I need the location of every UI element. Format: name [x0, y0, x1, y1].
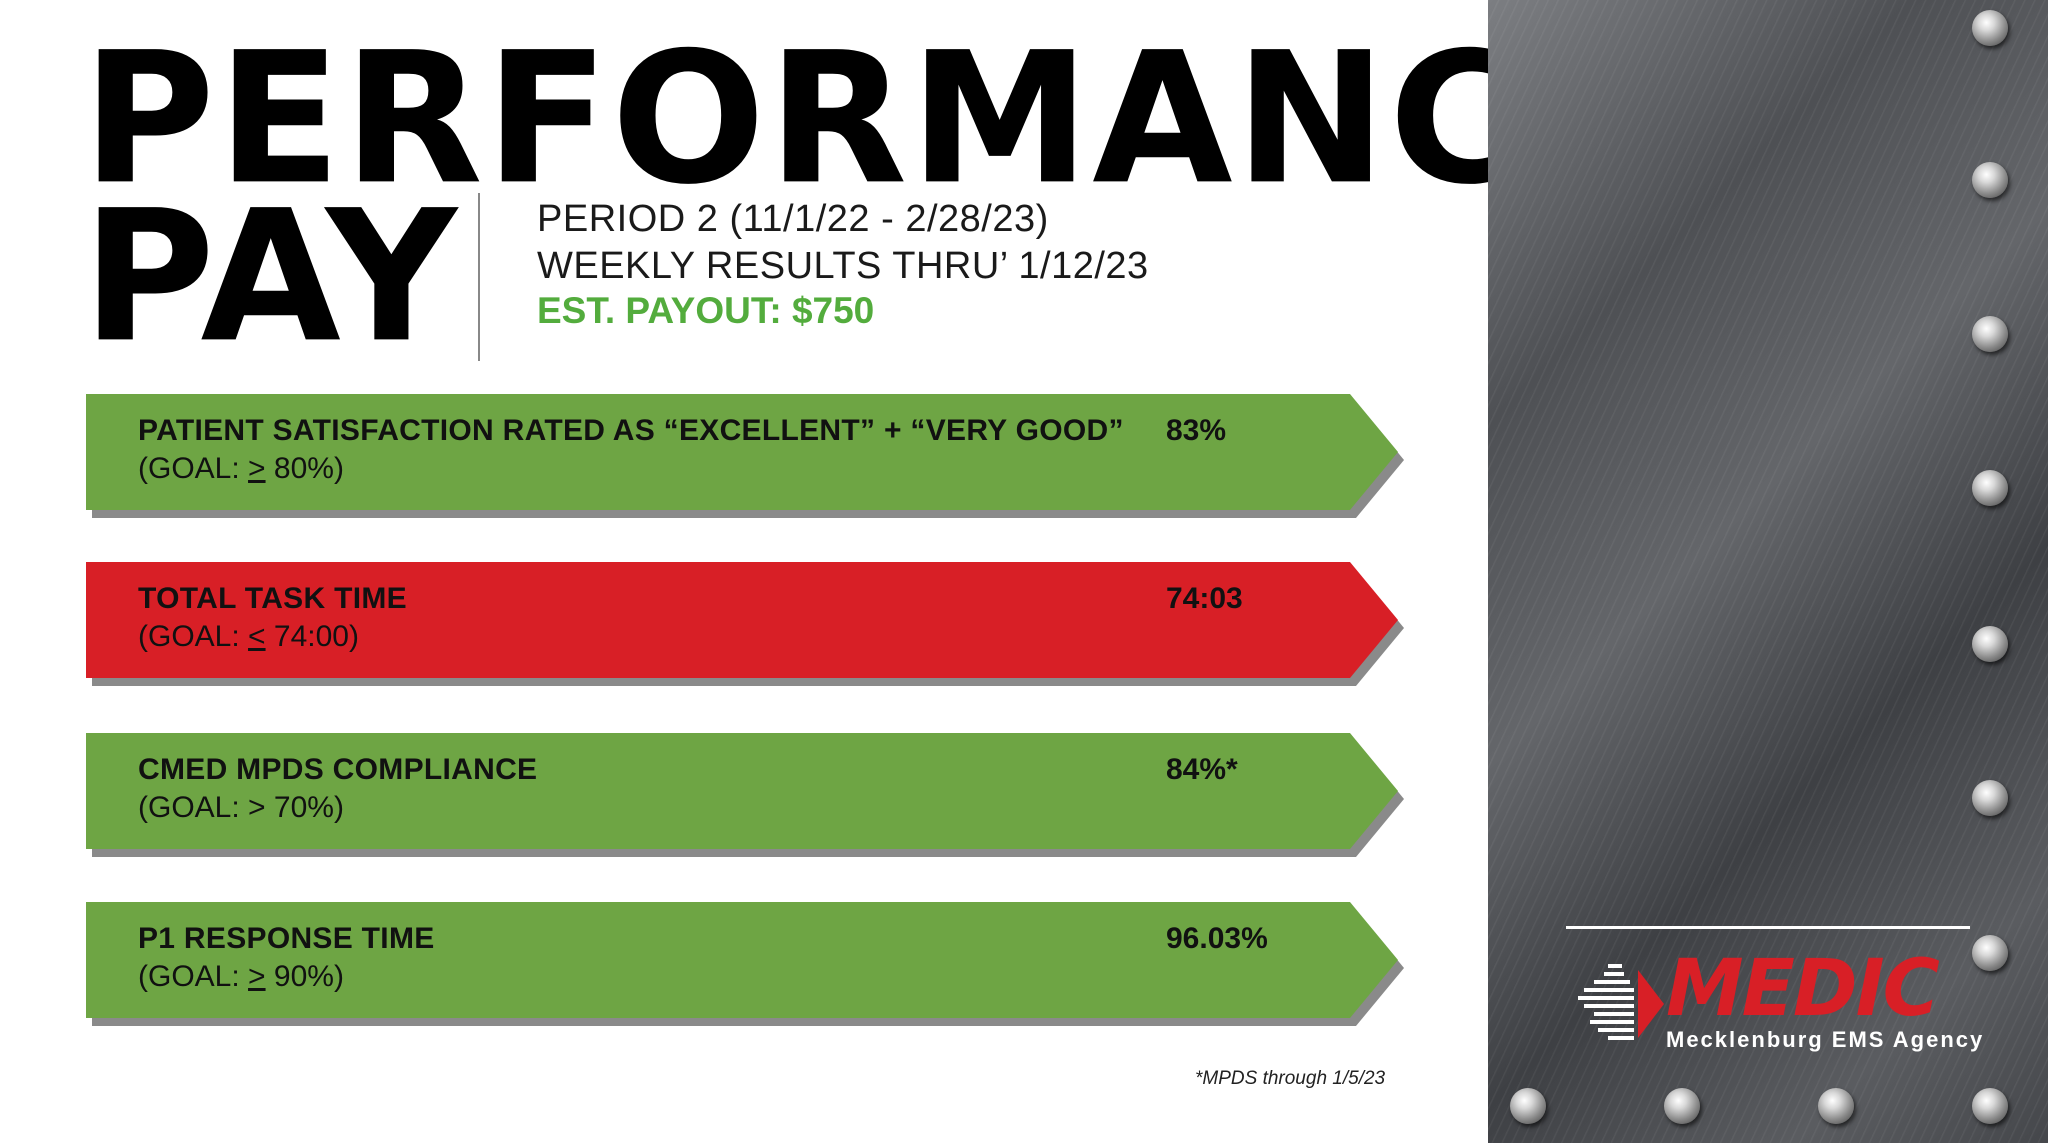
- title-divider: [478, 193, 480, 361]
- metric-goal: (GOAL: < 74:00): [138, 620, 359, 653]
- arrow-banner-shape: [86, 562, 1404, 686]
- arrow-banner-shape: [86, 902, 1404, 1026]
- metric-goal: (GOAL: > 90%): [138, 960, 344, 993]
- period-text: PERIOD 2 (11/1/22 - 2/28/23): [537, 198, 1049, 240]
- rivet-icon: [1972, 1088, 2008, 1124]
- rivet-icon: [1972, 935, 2008, 971]
- rivet-icon: [1972, 162, 2008, 198]
- metric-goal: (GOAL: > 80%): [138, 452, 344, 485]
- metric-value: 74:03: [1166, 582, 1243, 615]
- metric-value: 83%: [1166, 414, 1227, 447]
- logo-divider: [1566, 926, 1970, 929]
- metric-banner-total-task-time: TOTAL TASK TIME (GOAL: < 74:00) 74:03: [86, 562, 1406, 686]
- metal-texture: [1488, 0, 2048, 1143]
- metal-panel: MEDIC Mecklenburg EMS Agency: [1488, 0, 2048, 1143]
- mpds-footnote: *MPDS through 1/5/23: [1195, 1068, 1386, 1089]
- medic-logo-text: MEDIC: [1666, 944, 1940, 1034]
- rivet-icon: [1818, 1088, 1854, 1124]
- rivet-icon: [1664, 1088, 1700, 1124]
- content-area: PERFORMANCE PAY PERIOD 2 (11/1/22 - 2/28…: [82, 28, 1649, 1089]
- rivet-icon: [1972, 10, 2008, 46]
- metric-label: TOTAL TASK TIME: [138, 582, 407, 615]
- metric-label: CMED MPDS COMPLIANCE: [138, 753, 538, 786]
- rivet-icon: [1972, 316, 2008, 352]
- rivet-icon: [1972, 780, 2008, 816]
- metric-value: 96.03%: [1166, 922, 1268, 955]
- metric-label: PATIENT SATISFACTION RATED AS “EXCELLENT…: [138, 414, 1124, 447]
- star-of-life-icon: [1578, 964, 1664, 1040]
- metric-value: 84%*: [1166, 753, 1238, 786]
- arrow-banner-shape: [86, 733, 1404, 857]
- weekly-results-text: WEEKLY RESULTS THRU’ 1/12/23: [537, 245, 1149, 287]
- metric-goal: (GOAL: > 70%): [138, 791, 344, 824]
- rivet-icon: [1972, 470, 2008, 506]
- metric-banner-patient-satisfaction: PATIENT SATISFACTION RATED AS “EXCELLENT…: [86, 394, 1406, 518]
- medic-logo-subtitle: Mecklenburg EMS Agency: [1666, 1027, 1985, 1052]
- arrow-banner-shape: [86, 394, 1404, 518]
- metric-banner-p1-response: P1 RESPONSE TIME (GOAL: > 90%) 96.03%: [86, 902, 1406, 1026]
- estimated-payout: EST. PAYOUT: $750: [537, 290, 875, 331]
- rivet-icon: [1510, 1088, 1546, 1124]
- rivet-icon: [1972, 626, 2008, 662]
- title-pay: PAY: [82, 170, 460, 383]
- title-performance: PERFORMANCE: [82, 12, 1651, 225]
- metric-label: P1 RESPONSE TIME: [138, 922, 435, 955]
- metric-banner-cmed-mpds: CMED MPDS COMPLIANCE (GOAL: > 70%) 84%*: [86, 733, 1406, 857]
